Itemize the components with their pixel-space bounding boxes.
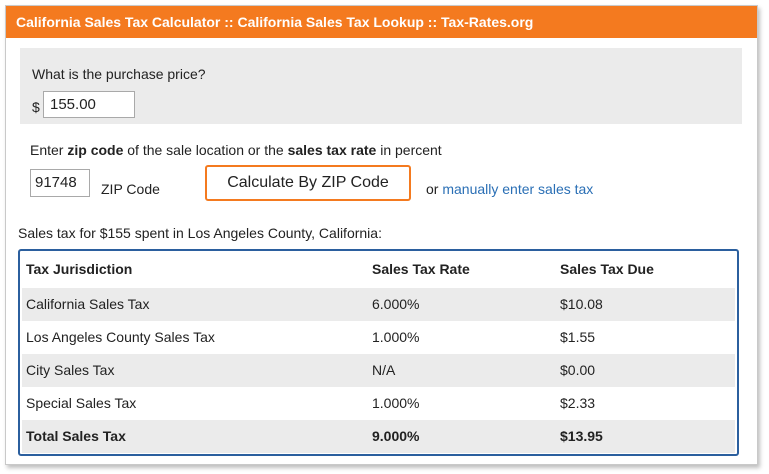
due-cell: $10.08 xyxy=(560,296,603,312)
table-total-row: Total Sales Tax 9.000% $13.95 xyxy=(22,420,735,453)
header-due: Sales Tax Due xyxy=(560,261,654,277)
currency-symbol: $ xyxy=(32,99,40,115)
table-row: Los Angeles County Sales Tax 1.000% $1.5… xyxy=(22,321,735,354)
header-rate: Sales Tax Rate xyxy=(372,261,470,277)
due-cell: $0.00 xyxy=(560,362,596,378)
manual-entry-option: or manually enter sales tax xyxy=(426,181,593,197)
calculate-by-zip-button[interactable]: Calculate By ZIP Code xyxy=(205,165,411,201)
rate-cell: 6.000% xyxy=(372,296,420,312)
calculator-widget: California Sales Tax Calculator :: Calif… xyxy=(5,5,758,465)
table-header-row: Tax Jurisdiction Sales Tax Rate Sales Ta… xyxy=(22,253,735,286)
manual-sales-tax-link[interactable]: manually enter sales tax xyxy=(442,181,594,197)
purchase-price-label: What is the purchase price? xyxy=(32,66,206,82)
jurisdiction-cell: Special Sales Tax xyxy=(26,395,137,411)
due-cell: $2.33 xyxy=(560,395,596,411)
jurisdiction-cell: City Sales Tax xyxy=(26,362,115,378)
rate-cell: 1.000% xyxy=(372,329,420,345)
jurisdiction-cell: California Sales Tax xyxy=(26,296,150,312)
zip-instruction-text: in percent xyxy=(376,142,442,158)
page-title: California Sales Tax Calculator :: Calif… xyxy=(6,6,757,38)
zip-instruction-bold-rate: sales tax rate xyxy=(287,142,377,158)
jurisdiction-cell: Los Angeles County Sales Tax xyxy=(26,329,215,345)
table-row: City Sales Tax N/A $0.00 xyxy=(22,354,735,387)
rate-cell: 1.000% xyxy=(372,395,420,411)
or-text: or xyxy=(426,181,443,197)
purchase-price-input[interactable]: 155.00 xyxy=(43,91,135,118)
purchase-price-panel: What is the purchase price? $ 155.00 xyxy=(20,48,742,124)
zip-instruction-bold-zip: zip code xyxy=(67,142,124,158)
zip-instruction-text: of the sale location or the xyxy=(123,142,288,158)
total-rate: 9.000% xyxy=(372,428,420,444)
zip-code-input[interactable]: 91748 xyxy=(30,169,90,197)
rate-cell: N/A xyxy=(372,362,396,378)
due-cell: $1.55 xyxy=(560,329,596,345)
tax-table: Tax Jurisdiction Sales Tax Rate Sales Ta… xyxy=(18,249,739,456)
total-label: Total Sales Tax xyxy=(26,428,126,444)
header-jurisdiction: Tax Jurisdiction xyxy=(26,261,133,277)
zip-code-label: ZIP Code xyxy=(101,181,160,197)
result-summary: Sales tax for $155 spent in Los Angeles … xyxy=(18,225,382,241)
zip-instruction: Enter zip code of the sale location or t… xyxy=(30,142,442,158)
table-row: Special Sales Tax 1.000% $2.33 xyxy=(22,387,735,420)
total-due: $13.95 xyxy=(560,428,603,444)
table-row: California Sales Tax 6.000% $10.08 xyxy=(22,288,735,321)
zip-instruction-text: Enter xyxy=(30,142,68,158)
